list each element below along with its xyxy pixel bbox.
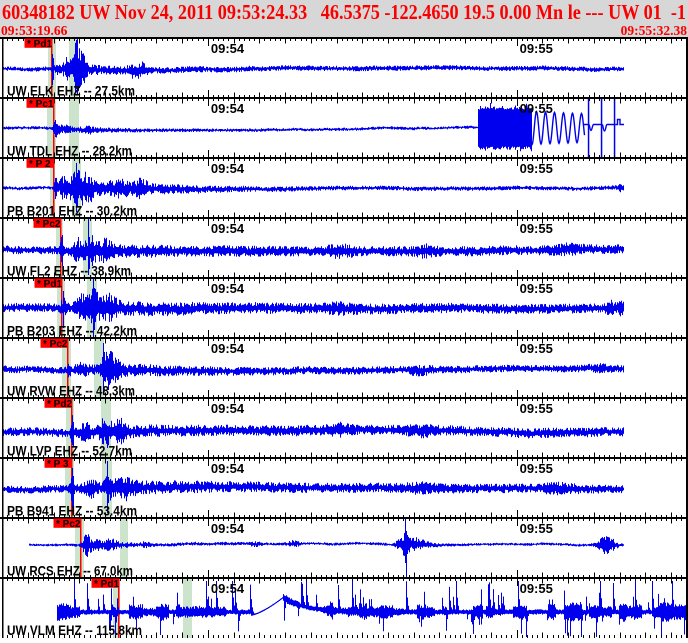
- svg-text:PB B941 EHZ -- 53.4km: PB B941 EHZ -- 53.4km: [7, 503, 137, 518]
- svg-text:* P 3: * P 3: [47, 459, 69, 470]
- svg-text:* Pd1: * Pd1: [94, 579, 119, 590]
- svg-text:09:55: 09:55: [520, 41, 553, 56]
- svg-text:* Pc2: * Pc2: [56, 519, 81, 530]
- svg-text:09:55: 09:55: [520, 401, 553, 416]
- svg-text:09:55: 09:55: [520, 221, 553, 236]
- svg-text:* Pc2: * Pc2: [43, 339, 68, 350]
- svg-text:* P 2: * P 2: [29, 159, 51, 170]
- svg-text:* Pc2: * Pc2: [36, 219, 61, 230]
- svg-text:* Pd1: * Pd1: [27, 39, 52, 50]
- svg-text:UW RCS EHZ -- 67.0km: UW RCS EHZ -- 67.0km: [7, 563, 133, 578]
- svg-text:09:55: 09:55: [520, 341, 553, 356]
- svg-text:09:55: 09:55: [520, 281, 553, 296]
- svg-text:09:55: 09:55: [520, 521, 553, 536]
- svg-text:09:55: 09:55: [520, 581, 553, 596]
- svg-text:UW FL2 EHZ -- 38.9km: UW FL2 EHZ -- 38.9km: [7, 263, 131, 278]
- svg-text:UW ELK EHZ -- 27.5km: UW ELK EHZ -- 27.5km: [7, 83, 135, 98]
- svg-text:PB B203 EHZ -- 42.2km: PB B203 EHZ -- 42.2km: [7, 323, 137, 338]
- svg-text:PB B201 EHZ -- 30.2km: PB B201 EHZ -- 30.2km: [7, 203, 137, 218]
- svg-text:09:54: 09:54: [211, 221, 245, 236]
- svg-text:UW LVP EHZ -- 52.7km: UW LVP EHZ -- 52.7km: [7, 443, 132, 458]
- svg-text:UW RVW EHZ -- 48.3km: UW RVW EHZ -- 48.3km: [7, 383, 135, 398]
- svg-text:09:54: 09:54: [211, 101, 245, 116]
- svg-text:09:54: 09:54: [211, 281, 245, 296]
- svg-text:09:54: 09:54: [211, 341, 245, 356]
- svg-text:09:54: 09:54: [211, 581, 245, 596]
- svg-text:09:54: 09:54: [211, 41, 245, 56]
- svg-text:UW TDL EHZ -- 28.2km: UW TDL EHZ -- 28.2km: [7, 143, 132, 158]
- svg-text:09:55: 09:55: [520, 461, 553, 476]
- svg-text:* Pd1: * Pd1: [37, 279, 62, 290]
- svg-text:* Pd2: * Pd2: [47, 399, 72, 410]
- svg-text:09:53:19.66: 09:53:19.66: [1, 23, 68, 38]
- svg-text:09:55: 09:55: [520, 161, 553, 176]
- svg-text:09:55: 09:55: [520, 101, 553, 116]
- svg-text:60348182 UW Nov 24, 2011 09:53: 60348182 UW Nov 24, 2011 09:53:24.33 46.…: [2, 0, 686, 24]
- svg-text:09:54: 09:54: [211, 161, 245, 176]
- svg-text:09:55:32.38: 09:55:32.38: [621, 23, 688, 38]
- svg-text:09:54: 09:54: [211, 461, 245, 476]
- svg-text:09:54: 09:54: [211, 401, 245, 416]
- svg-text:* Pc1: * Pc1: [29, 99, 54, 110]
- svg-text:09:54: 09:54: [211, 521, 245, 536]
- svg-text:UW VLM EHZ -- 115.8km: UW VLM EHZ -- 115.8km: [7, 623, 142, 638]
